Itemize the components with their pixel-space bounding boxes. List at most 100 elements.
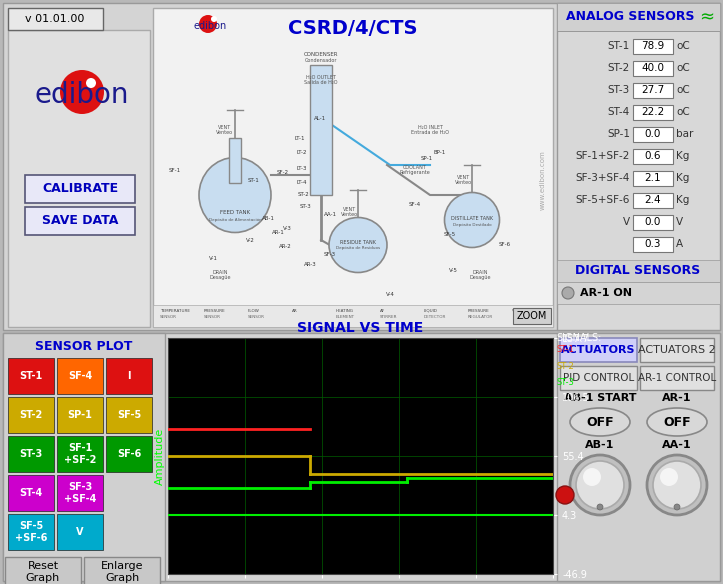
Text: SF-1: SF-1 (169, 168, 181, 172)
Text: V-4: V-4 (385, 293, 395, 297)
Bar (8, 30, 150, 327)
Text: oC: oC (676, 107, 690, 117)
Text: AR-2: AR-2 (278, 245, 291, 249)
Text: ACTUATORS: ACTUATORS (561, 345, 636, 355)
Text: FLOW: FLOW (248, 309, 260, 313)
Text: CONDENSER: CONDENSER (304, 53, 338, 57)
Text: H₂O INLET
Entrada de H₂O: H₂O INLET Entrada de H₂O (411, 124, 449, 135)
Text: ST-3: ST-3 (20, 449, 43, 459)
Text: V-2: V-2 (246, 238, 254, 242)
Bar (557, 333, 720, 581)
Bar (633, 105, 673, 120)
Text: Kg: Kg (676, 173, 689, 183)
Text: SP-1: SP-1 (607, 129, 630, 139)
Bar (57, 358, 103, 394)
Circle shape (597, 504, 603, 510)
Ellipse shape (570, 408, 630, 436)
Text: oC: oC (676, 85, 690, 95)
Text: REGULATOR: REGULATOR (468, 315, 493, 319)
Text: oC: oC (676, 41, 690, 51)
Bar (106, 397, 152, 433)
Bar (8, 436, 54, 472)
Text: CSRD/4/CTS: CSRD/4/CTS (288, 19, 418, 37)
Text: edibon: edibon (193, 21, 226, 31)
Text: SF-5: SF-5 (444, 232, 456, 238)
Bar (640, 338, 714, 362)
Ellipse shape (445, 193, 500, 248)
Text: V: V (676, 217, 683, 227)
Text: ANALOG SENSORS: ANALOG SENSORS (566, 11, 694, 23)
Text: Kg: Kg (676, 195, 689, 205)
Text: SF-5: SF-5 (117, 410, 141, 420)
Circle shape (674, 504, 680, 510)
Bar (633, 149, 673, 164)
Text: Depósito Destilado: Depósito Destilado (453, 223, 492, 227)
Bar (8, 475, 54, 511)
Bar (557, 3, 720, 31)
Bar (57, 397, 103, 433)
Text: OFF: OFF (663, 415, 690, 429)
Text: VENT
Venteo: VENT Venteo (216, 124, 234, 135)
Text: SENSOR: SENSOR (204, 315, 221, 319)
Text: SF-4: SF-4 (409, 203, 421, 207)
Text: SF-3: SF-3 (324, 252, 336, 258)
Text: PID CONTROL: PID CONTROL (563, 373, 634, 383)
Text: SF-6: SF-6 (117, 449, 141, 459)
Bar (633, 127, 673, 142)
Text: H₂O OUTLET
Salida de H₂O: H₂O OUTLET Salida de H₂O (304, 75, 338, 85)
Text: 2.4: 2.4 (645, 195, 662, 205)
Text: 0.0: 0.0 (645, 217, 662, 227)
Text: 0.3: 0.3 (645, 239, 662, 249)
Bar (57, 475, 103, 511)
Bar (513, 308, 551, 324)
Text: ST-4: ST-4 (20, 488, 43, 498)
Text: AR-1 CONTROL: AR-1 CONTROL (638, 373, 716, 383)
Text: ST-1: ST-1 (608, 41, 630, 51)
Text: oC: oC (676, 63, 690, 73)
Text: ST-4: ST-4 (608, 107, 630, 117)
Bar (153, 305, 553, 327)
Bar (106, 436, 152, 472)
Text: V-5: V-5 (448, 267, 458, 273)
Text: SF-2: SF-2 (277, 169, 289, 175)
Circle shape (60, 70, 104, 114)
Text: AB-1: AB-1 (586, 440, 615, 450)
Bar (229, 138, 241, 183)
Bar (57, 514, 103, 550)
Text: A: A (676, 239, 683, 249)
Text: AA-1: AA-1 (323, 213, 336, 217)
Bar (8, 8, 103, 30)
Circle shape (653, 461, 701, 509)
Text: SF-5
+SF-6: SF-5 +SF-6 (14, 521, 47, 543)
Text: PRESSURE: PRESSURE (468, 309, 489, 313)
Text: LIQUID: LIQUID (424, 309, 438, 313)
Text: ACTUATORS 2: ACTUATORS 2 (638, 345, 716, 355)
Bar (106, 358, 152, 394)
Text: Depósito de Residuos: Depósito de Residuos (336, 246, 380, 250)
Text: DETECTOR: DETECTOR (424, 315, 446, 319)
Bar (310, 65, 332, 195)
Text: Condensador: Condensador (305, 58, 337, 64)
Title: SIGNAL VS TIME: SIGNAL VS TIME (297, 321, 424, 335)
Text: AB-1 START: AB-1 START (564, 393, 636, 403)
Bar (557, 3, 720, 330)
Bar (560, 366, 637, 390)
Text: AR: AR (292, 309, 298, 313)
Text: LT-1: LT-1 (295, 135, 305, 141)
Text: ST-2: ST-2 (20, 410, 43, 420)
Text: BP-1: BP-1 (434, 150, 446, 155)
Text: COOLANT
Refrigerante: COOLANT Refrigerante (400, 165, 430, 175)
Text: SF-1+SF-2: SF-1+SF-2 (576, 151, 630, 161)
Text: V: V (623, 217, 630, 227)
Bar (3, 333, 720, 581)
Bar (8, 358, 54, 394)
Text: SF-3
+SF-4: SF-3 +SF-4 (64, 482, 96, 504)
Bar (557, 260, 720, 282)
Text: FEED TANK: FEED TANK (220, 210, 250, 215)
Text: ≈: ≈ (699, 8, 714, 26)
Ellipse shape (329, 217, 387, 273)
Text: 40.0: 40.0 (641, 63, 664, 73)
Text: DRAIN
Desagüe: DRAIN Desagüe (469, 270, 491, 280)
Text: AR-1: AR-1 (272, 230, 284, 235)
Bar (560, 338, 637, 362)
